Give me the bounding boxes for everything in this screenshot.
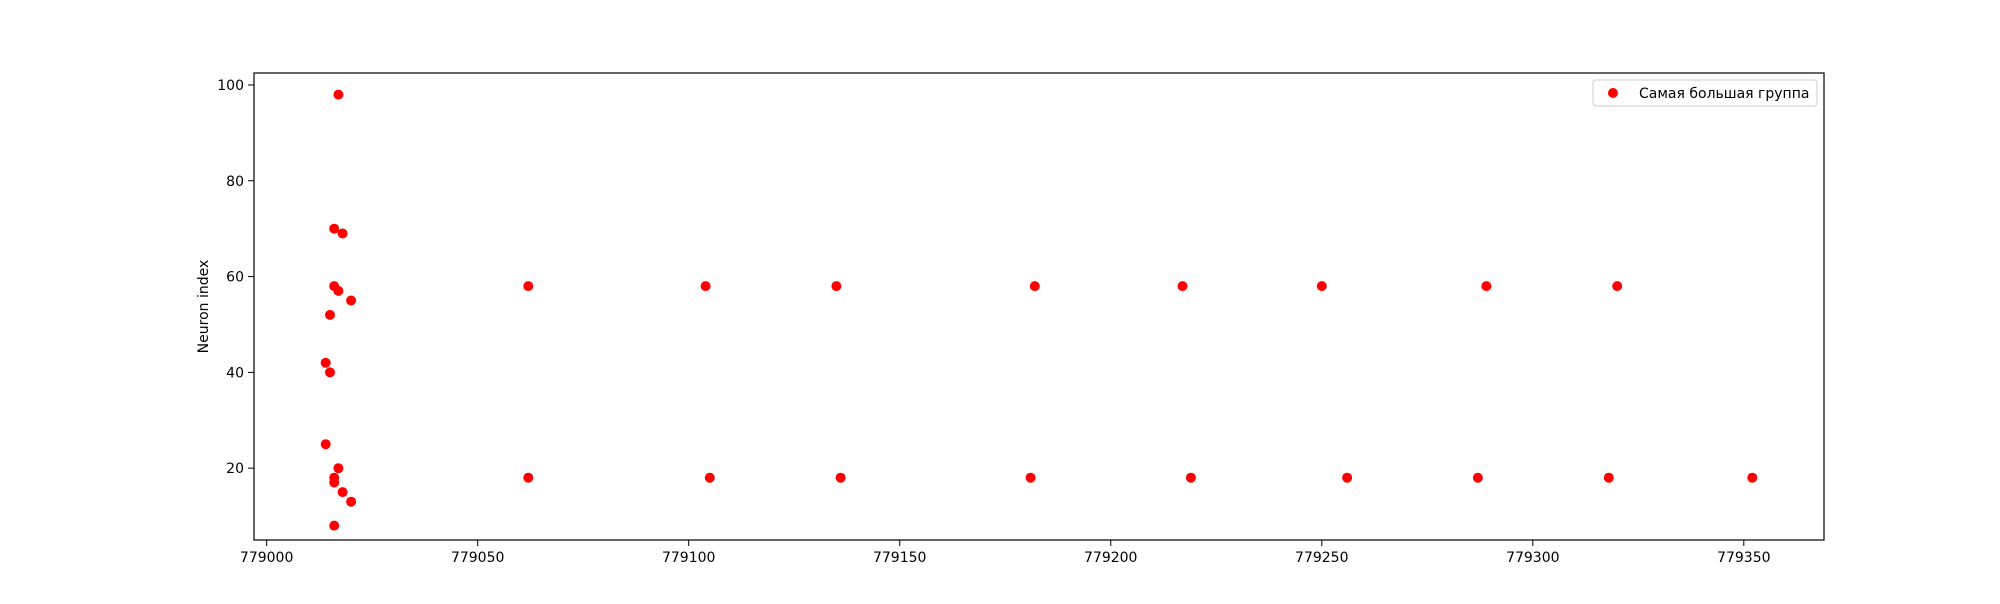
data-point <box>704 472 715 483</box>
data-point <box>333 463 344 474</box>
data-point <box>346 496 357 507</box>
points-layer <box>320 89 1758 531</box>
legend-marker <box>1608 88 1618 98</box>
legend-box <box>1592 79 1818 107</box>
data-point <box>325 367 335 378</box>
y-tick-label: 80 <box>226 174 244 190</box>
data-point <box>1472 472 1483 483</box>
x-tick-label: 779250 <box>1295 550 1348 566</box>
data-point <box>1342 472 1353 483</box>
data-point <box>325 309 335 320</box>
x-tick-label: 779050 <box>451 550 504 566</box>
data-point <box>1029 281 1040 292</box>
y-tick-label: 20 <box>226 461 244 477</box>
x-tick-label: 779100 <box>662 550 715 566</box>
x-tick-label: 779350 <box>1717 550 1770 566</box>
plot-frame <box>253 72 1825 541</box>
data-point <box>523 281 534 292</box>
data-point <box>700 281 711 292</box>
y-tick-label: 60 <box>226 270 244 286</box>
x-tick-label: 779150 <box>873 550 926 566</box>
data-point <box>337 487 348 498</box>
data-point <box>1747 472 1758 483</box>
data-point <box>1025 472 1036 483</box>
x-tick-label: 779000 <box>240 550 293 566</box>
legend-label: Самая большая группа <box>1639 86 1809 102</box>
data-point <box>320 357 331 368</box>
y-axis-ticks: 20 40 60 80 100 <box>217 78 254 477</box>
data-point <box>333 285 344 296</box>
data-point <box>333 89 344 100</box>
legend: Самая большая группа <box>1592 79 1818 107</box>
data-point <box>523 472 534 483</box>
y-tick-label: 100 <box>217 78 244 94</box>
data-point <box>1603 472 1614 483</box>
y-axis-label: Neuron index <box>196 260 212 354</box>
data-point <box>329 520 340 531</box>
data-point <box>835 472 846 483</box>
x-axis-ticks: 779000 779050 779100 779150 779200 779250 7793… <box>240 540 1771 566</box>
y-tick-label: 40 <box>226 365 244 381</box>
x-tick-label: 779200 <box>1084 550 1137 566</box>
data-point <box>1177 281 1188 292</box>
data-point <box>1481 281 1492 292</box>
data-point <box>329 223 340 234</box>
data-point <box>1185 472 1196 483</box>
data-point <box>320 439 331 450</box>
data-point <box>1612 281 1623 292</box>
data-point <box>329 477 340 488</box>
data-point <box>337 228 348 239</box>
data-point <box>346 295 357 306</box>
data-point <box>831 281 842 292</box>
data-point <box>1316 281 1327 292</box>
x-tick-label: 779300 <box>1506 550 1559 566</box>
